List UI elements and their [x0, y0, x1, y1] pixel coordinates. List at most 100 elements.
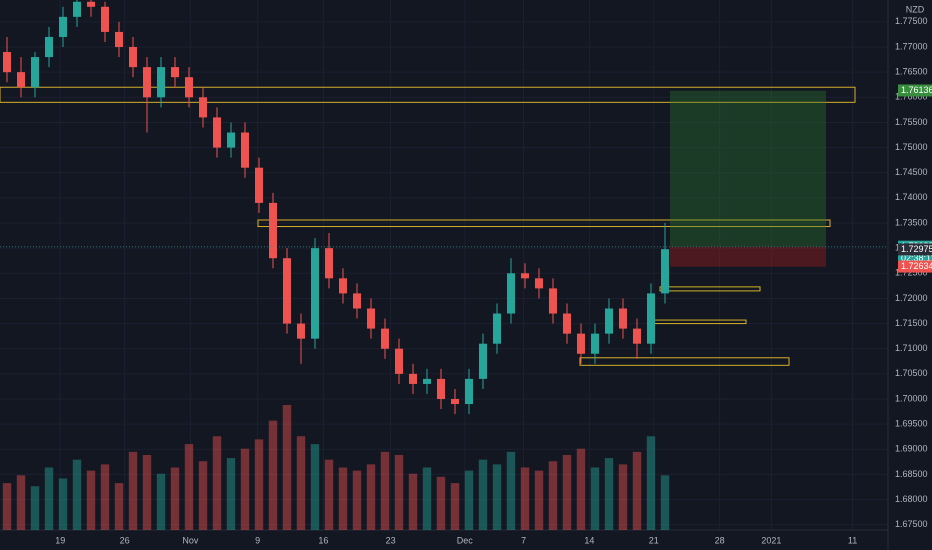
price-label-bg: [898, 84, 932, 97]
candle-body: [394, 348, 403, 374]
y-tick-label: 1.74500: [895, 167, 928, 177]
candle-body: [142, 67, 151, 98]
x-tick-label: 26: [120, 535, 130, 545]
candle-body: [226, 132, 235, 148]
x-tick-label: Dec: [457, 535, 474, 545]
volume-bar: [324, 459, 334, 530]
candle-body: [422, 378, 431, 384]
volume-bar: [618, 464, 628, 530]
candle-body: [380, 328, 389, 349]
volume-bar: [184, 444, 194, 530]
candle-body: [660, 249, 669, 294]
volume-bar: [464, 470, 474, 530]
candle-body: [450, 399, 459, 405]
volume-bar: [534, 470, 544, 530]
volume-bar: [114, 483, 124, 530]
volume-bar: [506, 451, 516, 530]
price-label-bg: [898, 260, 932, 273]
y-tick-label: 1.67500: [895, 519, 928, 529]
zone: [257, 219, 831, 228]
volume-bar: [380, 451, 390, 530]
y-tick-label: 1.71500: [895, 318, 928, 328]
volume-bar: [44, 467, 54, 530]
candle-body: [16, 72, 25, 88]
grid: [0, 0, 888, 530]
candle-body: [86, 1, 95, 7]
price-label-bg: [898, 243, 932, 256]
candle-body: [590, 333, 599, 354]
candle-body: [240, 132, 249, 168]
candle-body: [478, 343, 487, 379]
candle-body: [296, 323, 305, 339]
candle-body: [198, 97, 207, 118]
x-tick-label: 7: [521, 535, 526, 545]
candle-body: [646, 293, 655, 344]
x-tick-label: 11: [848, 535, 857, 545]
candle-body: [184, 77, 193, 98]
volume-bar: [436, 476, 446, 530]
marks: [0, 0, 856, 530]
volume-bar: [660, 475, 670, 530]
candle-body: [324, 248, 333, 279]
volume-bar: [310, 444, 320, 530]
x-tick-label: 23: [386, 535, 396, 545]
volume-bar: [408, 473, 418, 530]
volume-bar: [646, 436, 656, 530]
volume-bar: [16, 475, 26, 530]
volume-bar: [394, 455, 404, 530]
y-tick-label: 1.72000: [895, 293, 928, 303]
volume-bar: [604, 458, 614, 530]
candle-body: [534, 278, 543, 289]
volume-bar: [58, 478, 68, 530]
candle-body: [2, 52, 11, 73]
loss-zone: [670, 246, 826, 267]
y-tick-label: 1.75000: [895, 142, 928, 152]
candle-body: [58, 16, 67, 37]
candle-body: [366, 308, 375, 329]
volume-bar: [338, 467, 348, 530]
volume-bar: [30, 486, 40, 530]
volume-bar: [100, 464, 110, 530]
price-label: 1.72634: [901, 261, 932, 271]
y-tick-label: 1.76500: [895, 67, 928, 77]
y-tick-label: 1.76000: [895, 92, 928, 102]
candle-body: [492, 313, 501, 344]
zone: [0, 86, 856, 103]
volume-bar: [450, 483, 460, 530]
candle-body: [506, 273, 515, 314]
volume-bar: [240, 448, 250, 530]
candle-body: [548, 288, 557, 314]
y-tick-label: 1.68500: [895, 469, 928, 479]
x-tick-label: 14: [584, 535, 594, 545]
volume-bar: [86, 470, 96, 530]
candle-body: [254, 167, 263, 203]
volume-bar: [366, 464, 376, 530]
currency: NZD: [906, 4, 925, 14]
price-label: 1.72975: [901, 244, 932, 254]
y-tick-label: 1.77500: [895, 16, 928, 26]
x-tick-label: 16: [318, 535, 328, 545]
candle-body: [170, 67, 179, 78]
candle-body: [212, 117, 221, 148]
candle-body: [520, 273, 529, 279]
candle-body: [128, 47, 137, 68]
candle-body: [282, 258, 291, 324]
y-tick-label: 1.69000: [895, 444, 928, 454]
zone: [579, 357, 790, 366]
zone: [659, 286, 761, 292]
candle-body: [408, 373, 417, 384]
candle-body: [562, 313, 571, 334]
candle-body: [44, 36, 53, 58]
candle-body: [72, 1, 81, 17]
volume-bar: [422, 467, 432, 530]
candle-body: [310, 248, 319, 339]
volume-bar: [562, 455, 572, 530]
x-tick-label: 19: [55, 535, 65, 545]
candle-body: [100, 6, 109, 32]
y-tick-label: 1.68000: [895, 494, 928, 504]
x-tick-label: Nov: [182, 535, 199, 545]
y-tick-label: 1.74000: [895, 192, 928, 202]
candle-body: [604, 308, 613, 334]
